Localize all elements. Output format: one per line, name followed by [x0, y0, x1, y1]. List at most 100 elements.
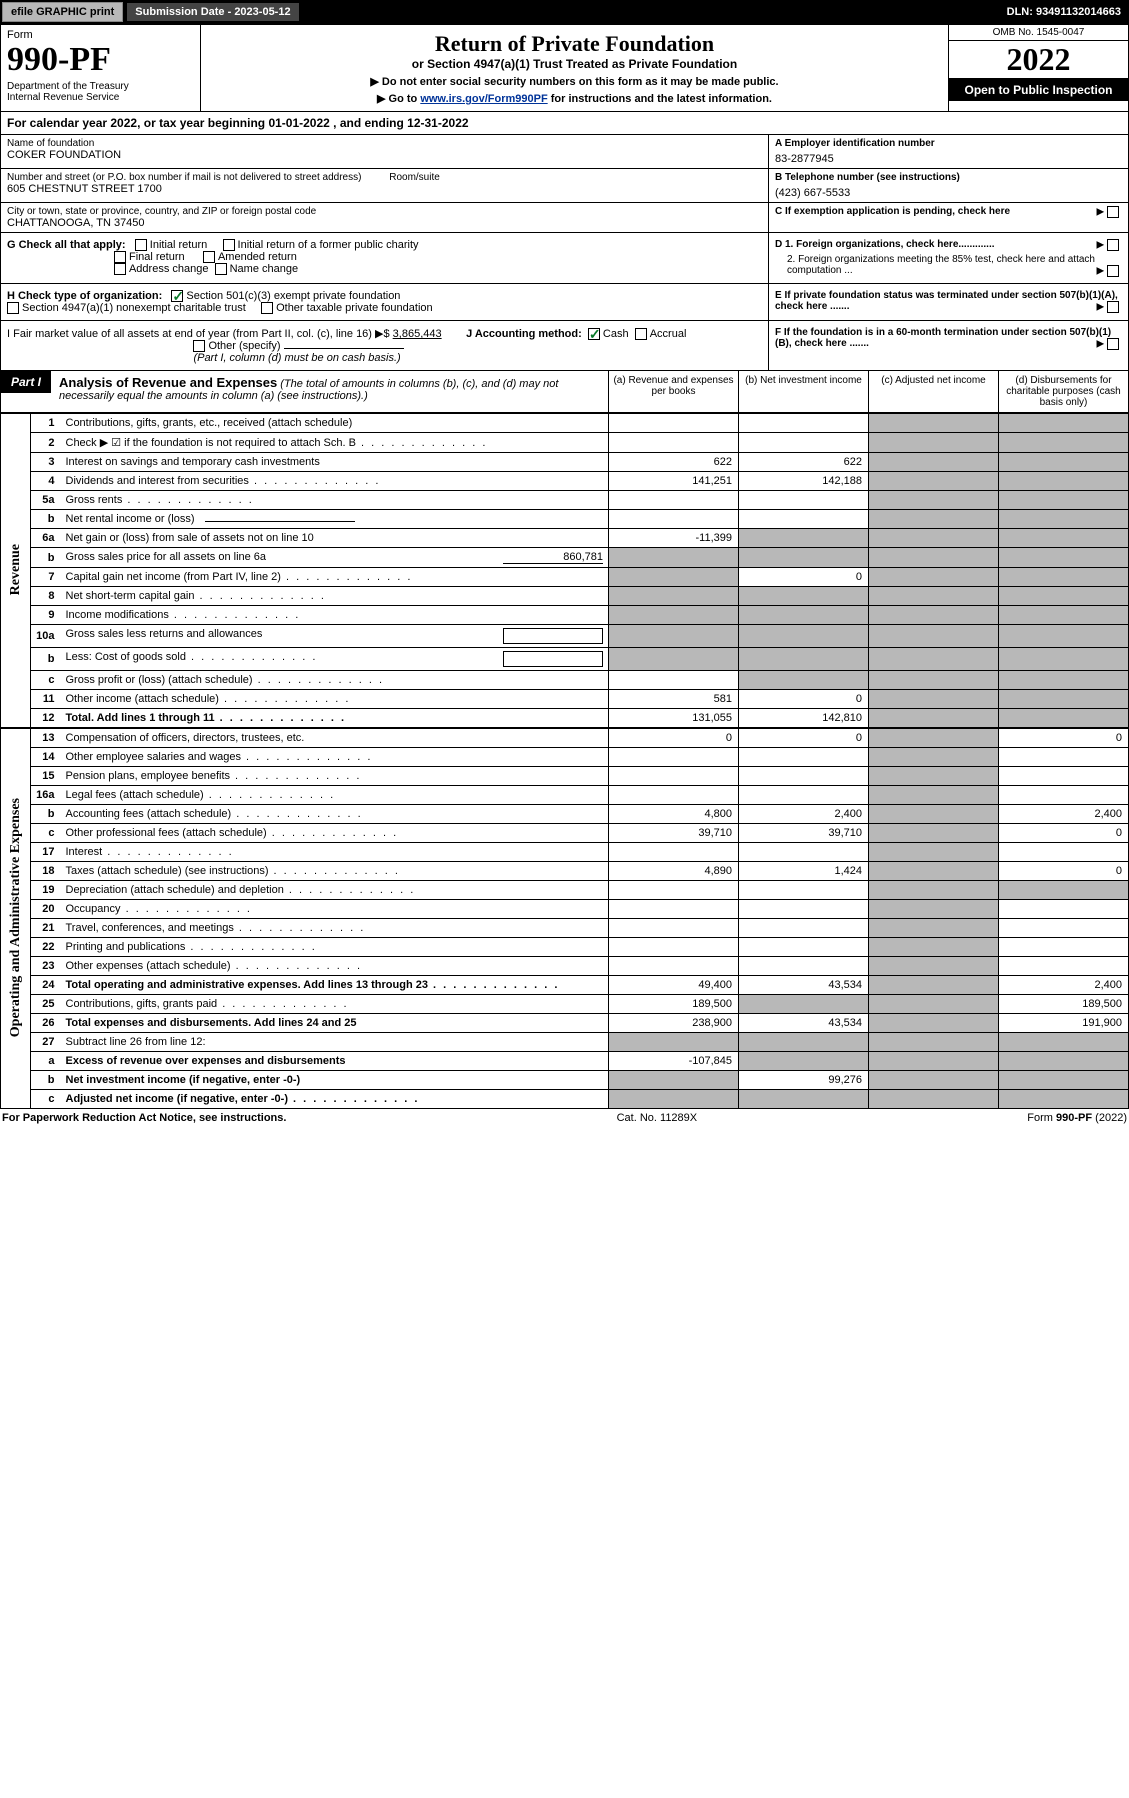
table-row: 16aLegal fees (attach schedule): [1, 786, 1129, 805]
amount-cell: 0: [999, 729, 1129, 748]
amount-cell: [999, 881, 1129, 900]
amount-cell: [739, 1033, 869, 1052]
amount-cell: 4,890: [609, 862, 739, 881]
amount-cell: [739, 671, 869, 690]
table-row: cOther professional fees (attach schedul…: [1, 824, 1129, 843]
initial-public-cb[interactable]: [223, 239, 235, 251]
amount-cell: [869, 529, 999, 548]
501c3-cb[interactable]: [171, 290, 183, 302]
amount-cell: [869, 625, 999, 648]
amount-cell: [869, 491, 999, 510]
amount-cell: 0: [999, 824, 1129, 843]
row-desc: Other expenses (attach schedule): [61, 957, 609, 976]
accrual-cb[interactable]: [635, 328, 647, 340]
open-public: Open to Public Inspection: [949, 79, 1128, 101]
table-row: 7Capital gain net income (from Part IV, …: [1, 568, 1129, 587]
form-number: 990-PF: [7, 41, 194, 79]
amount-cell: -107,845: [609, 1052, 739, 1071]
name-change-cb[interactable]: [215, 263, 227, 275]
row-num: 14: [31, 748, 61, 767]
col-c-header: (c) Adjusted net income: [868, 371, 998, 412]
initial-return-cb[interactable]: [135, 239, 147, 251]
other-specify-cb[interactable]: [193, 340, 205, 352]
ssn-note: ▶ Do not enter social security numbers o…: [207, 75, 942, 88]
amount-cell: [739, 995, 869, 1014]
row-num: 17: [31, 843, 61, 862]
section-label: Revenue: [8, 544, 24, 595]
amount-cell: 99,276: [739, 1071, 869, 1090]
row-num: c: [31, 671, 61, 690]
f-cb[interactable]: [1107, 338, 1119, 350]
row-num: 25: [31, 995, 61, 1014]
amount-cell: [869, 453, 999, 472]
amount-cell: [609, 900, 739, 919]
other-taxable-cb[interactable]: [261, 302, 273, 314]
submission-date: Submission Date - 2023-05-12: [127, 3, 298, 21]
tel-cell: B Telephone number (see instructions) (4…: [768, 169, 1128, 203]
row-desc: Interest on savings and temporary cash i…: [61, 453, 609, 472]
row-num: b: [31, 805, 61, 824]
amount-cell: 622: [739, 453, 869, 472]
cash-cb[interactable]: [588, 328, 600, 340]
c-checkbox[interactable]: [1107, 206, 1119, 218]
amount-cell: [739, 748, 869, 767]
amount-cell: [609, 568, 739, 587]
table-row: 19Depreciation (attach schedule) and dep…: [1, 881, 1129, 900]
row-desc: Other employee salaries and wages: [61, 748, 609, 767]
row-num: 18: [31, 862, 61, 881]
amount-cell: [999, 1090, 1129, 1109]
section-label: Operating and Administrative Expenses: [8, 798, 24, 1037]
form-label: Form: [7, 29, 194, 41]
row-num: 7: [31, 568, 61, 587]
amended-cb[interactable]: [203, 251, 215, 263]
row-desc: Interest: [61, 843, 609, 862]
4947-cb[interactable]: [7, 302, 19, 314]
amount-cell: 189,500: [999, 995, 1129, 1014]
row-num: 1: [31, 414, 61, 433]
table-row: 24Total operating and administrative exp…: [1, 976, 1129, 995]
row-desc: Total operating and administrative expen…: [61, 976, 609, 995]
e-cb[interactable]: [1107, 301, 1119, 313]
irs-link[interactable]: www.irs.gov/Form990PF: [420, 93, 547, 105]
row-desc: Depreciation (attach schedule) and deple…: [61, 881, 609, 900]
amount-cell: [609, 414, 739, 433]
amount-cell: [869, 472, 999, 491]
fmv-value: 3,865,443: [393, 328, 442, 340]
amount-cell: [869, 843, 999, 862]
amount-cell: 39,710: [739, 824, 869, 843]
address-change-cb[interactable]: [114, 263, 126, 275]
row-desc: Capital gain net income (from Part IV, l…: [61, 568, 609, 587]
amount-cell: [739, 625, 869, 648]
amount-cell: [869, 671, 999, 690]
amount-cell: 0: [739, 729, 869, 748]
final-return-cb[interactable]: [114, 251, 126, 263]
amount-cell: [739, 1052, 869, 1071]
d1-cb[interactable]: [1107, 239, 1119, 251]
amount-cell: [869, 1071, 999, 1090]
amount-cell: -11,399: [609, 529, 739, 548]
row-num: 23: [31, 957, 61, 976]
amount-cell: [999, 767, 1129, 786]
amount-cell: [609, 648, 739, 671]
amount-cell: 238,900: [609, 1014, 739, 1033]
efile-print-button[interactable]: efile GRAPHIC print: [2, 2, 123, 22]
row-num: 27: [31, 1033, 61, 1052]
amount-cell: [999, 1052, 1129, 1071]
d2-cb[interactable]: [1107, 265, 1119, 277]
d-section: D 1. Foreign organizations, check here..…: [768, 233, 1128, 283]
amount-cell: 0: [609, 729, 739, 748]
row-num: 3: [31, 453, 61, 472]
amount-cell: 2,400: [999, 976, 1129, 995]
amount-cell: [999, 433, 1129, 453]
row-num: 6a: [31, 529, 61, 548]
amount-cell: [609, 748, 739, 767]
goto-note: ▶ Go to www.irs.gov/Form990PF for instru…: [207, 92, 942, 105]
amount-cell: [999, 414, 1129, 433]
amount-cell: [739, 414, 869, 433]
amount-cell: [609, 843, 739, 862]
amount-cell: [609, 881, 739, 900]
row-desc: Less: Cost of goods sold: [61, 648, 609, 671]
amount-cell: [739, 606, 869, 625]
amount-cell: [609, 957, 739, 976]
amount-cell: [869, 548, 999, 568]
